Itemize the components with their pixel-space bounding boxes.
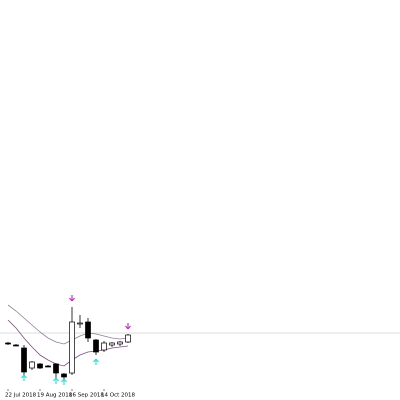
candle-body xyxy=(37,363,43,369)
signal-arrow xyxy=(21,374,27,381)
candle-body xyxy=(77,322,83,325)
candle-body xyxy=(29,361,35,369)
signal-arrow xyxy=(69,295,75,302)
ma-line xyxy=(7,319,129,367)
signal-arrow xyxy=(93,358,99,365)
signal-arrow xyxy=(53,377,59,384)
candle-body xyxy=(21,347,27,373)
candle-body xyxy=(109,342,115,346)
candle-body xyxy=(5,342,11,345)
candle-body xyxy=(53,363,59,374)
candle-body xyxy=(125,334,131,343)
signal-arrow xyxy=(125,323,131,330)
signal-arrow xyxy=(61,378,67,385)
x-tick-label: 19 Aug 2018 xyxy=(37,393,73,399)
candle-body xyxy=(69,321,75,374)
candle-body xyxy=(93,339,99,353)
x-tick-label: 14 Oct 2018 xyxy=(101,393,136,399)
candle-body xyxy=(117,341,123,345)
x-tick-label: 16 Sep 2018 xyxy=(69,393,104,399)
candle-body xyxy=(61,373,67,378)
ma-line xyxy=(7,304,129,345)
candle-body xyxy=(45,365,51,368)
candle-body xyxy=(101,342,107,351)
candle-body xyxy=(85,321,91,339)
candle-body xyxy=(13,344,19,347)
x-tick-label: 22 Jul 2018 xyxy=(5,393,37,399)
